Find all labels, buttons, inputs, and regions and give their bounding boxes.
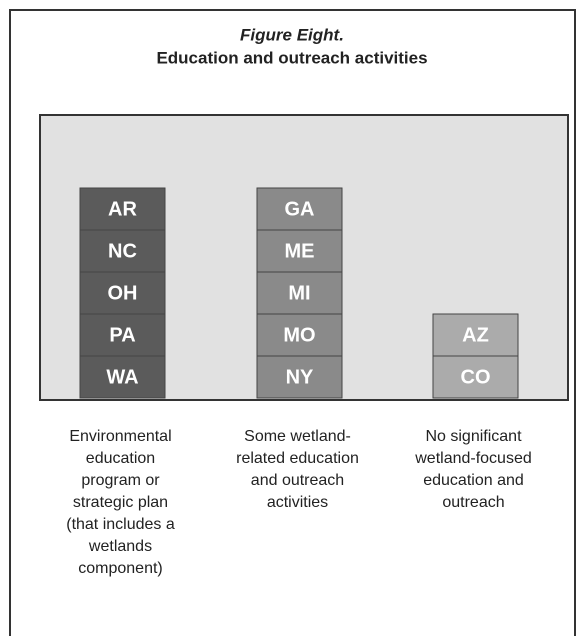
caption-line: wetlands	[88, 538, 152, 555]
state-label: PA	[109, 324, 135, 346]
state-box	[256, 229, 343, 273]
state-label: AR	[108, 198, 137, 220]
caption-line: outreach	[442, 494, 504, 511]
caption-line: education and	[423, 472, 524, 489]
state-box	[256, 271, 343, 315]
title: Figure Eight.	[240, 25, 344, 44]
caption-line: related education	[236, 450, 359, 467]
state-box	[432, 355, 519, 399]
state-box	[432, 313, 519, 357]
frame	[9, 9, 576, 636]
state-label: WA	[106, 366, 138, 388]
state-label: MI	[288, 282, 310, 304]
caption-line: activities	[267, 494, 328, 511]
state-box	[79, 187, 166, 231]
state-label: ME	[285, 240, 315, 262]
caption-line: component)	[78, 560, 163, 577]
state-label: NY	[286, 366, 314, 388]
caption-line: (that includes a	[66, 516, 175, 533]
subtitle: Education and outreach activities	[156, 48, 427, 67]
caption-line: Environmental	[69, 428, 171, 445]
caption-line: strategic plan	[73, 494, 168, 511]
state-box	[256, 313, 343, 357]
state-label: GA	[285, 198, 315, 220]
caption-line: Some wetland-	[244, 428, 351, 445]
state-label: MO	[283, 324, 315, 346]
state-box	[79, 271, 166, 315]
state-box	[256, 355, 343, 399]
state-label: CO	[461, 366, 491, 388]
state-label: NC	[108, 240, 137, 262]
state-box	[79, 313, 166, 357]
caption-line: program or	[81, 472, 160, 489]
state-label: OH	[108, 282, 138, 304]
caption-line: No significant	[425, 428, 522, 445]
state-box	[256, 187, 343, 231]
caption-line: wetland-focused	[414, 450, 532, 467]
state-box	[79, 355, 166, 399]
caption-line: and outreach	[251, 472, 344, 489]
caption-line: education	[86, 450, 155, 467]
state-label: AZ	[462, 324, 489, 346]
